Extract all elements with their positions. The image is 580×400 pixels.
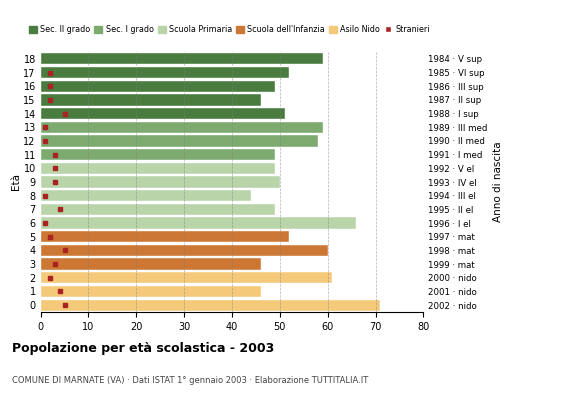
Text: COMUNE DI MARNATE (VA) · Dati ISTAT 1° gennaio 2003 · Elaborazione TUTTITALIA.IT: COMUNE DI MARNATE (VA) · Dati ISTAT 1° g… [12, 376, 368, 385]
Bar [41, 163, 275, 174]
Bar [41, 149, 275, 160]
Bar [41, 122, 323, 133]
Bar [41, 67, 289, 78]
Bar [41, 190, 251, 201]
Bar [41, 300, 380, 311]
Bar [41, 245, 328, 256]
Bar [41, 176, 280, 188]
Bar [41, 135, 318, 146]
Bar [41, 286, 260, 297]
Legend: Sec. II grado, Sec. I grado, Scuola Primaria, Scuola dell'Infanzia, Asilo Nido, : Sec. II grado, Sec. I grado, Scuola Prim… [26, 22, 433, 38]
Y-axis label: Anno di nascita: Anno di nascita [493, 142, 503, 222]
Y-axis label: Età: Età [10, 174, 20, 190]
Bar [41, 218, 356, 229]
Bar [41, 231, 289, 242]
Bar [41, 272, 332, 283]
Bar [41, 53, 323, 64]
Bar [41, 81, 275, 92]
Bar [41, 94, 260, 106]
Text: Popolazione per età scolastica - 2003: Popolazione per età scolastica - 2003 [12, 342, 274, 355]
Bar [41, 108, 285, 119]
Bar [41, 204, 275, 215]
Bar [41, 258, 260, 270]
